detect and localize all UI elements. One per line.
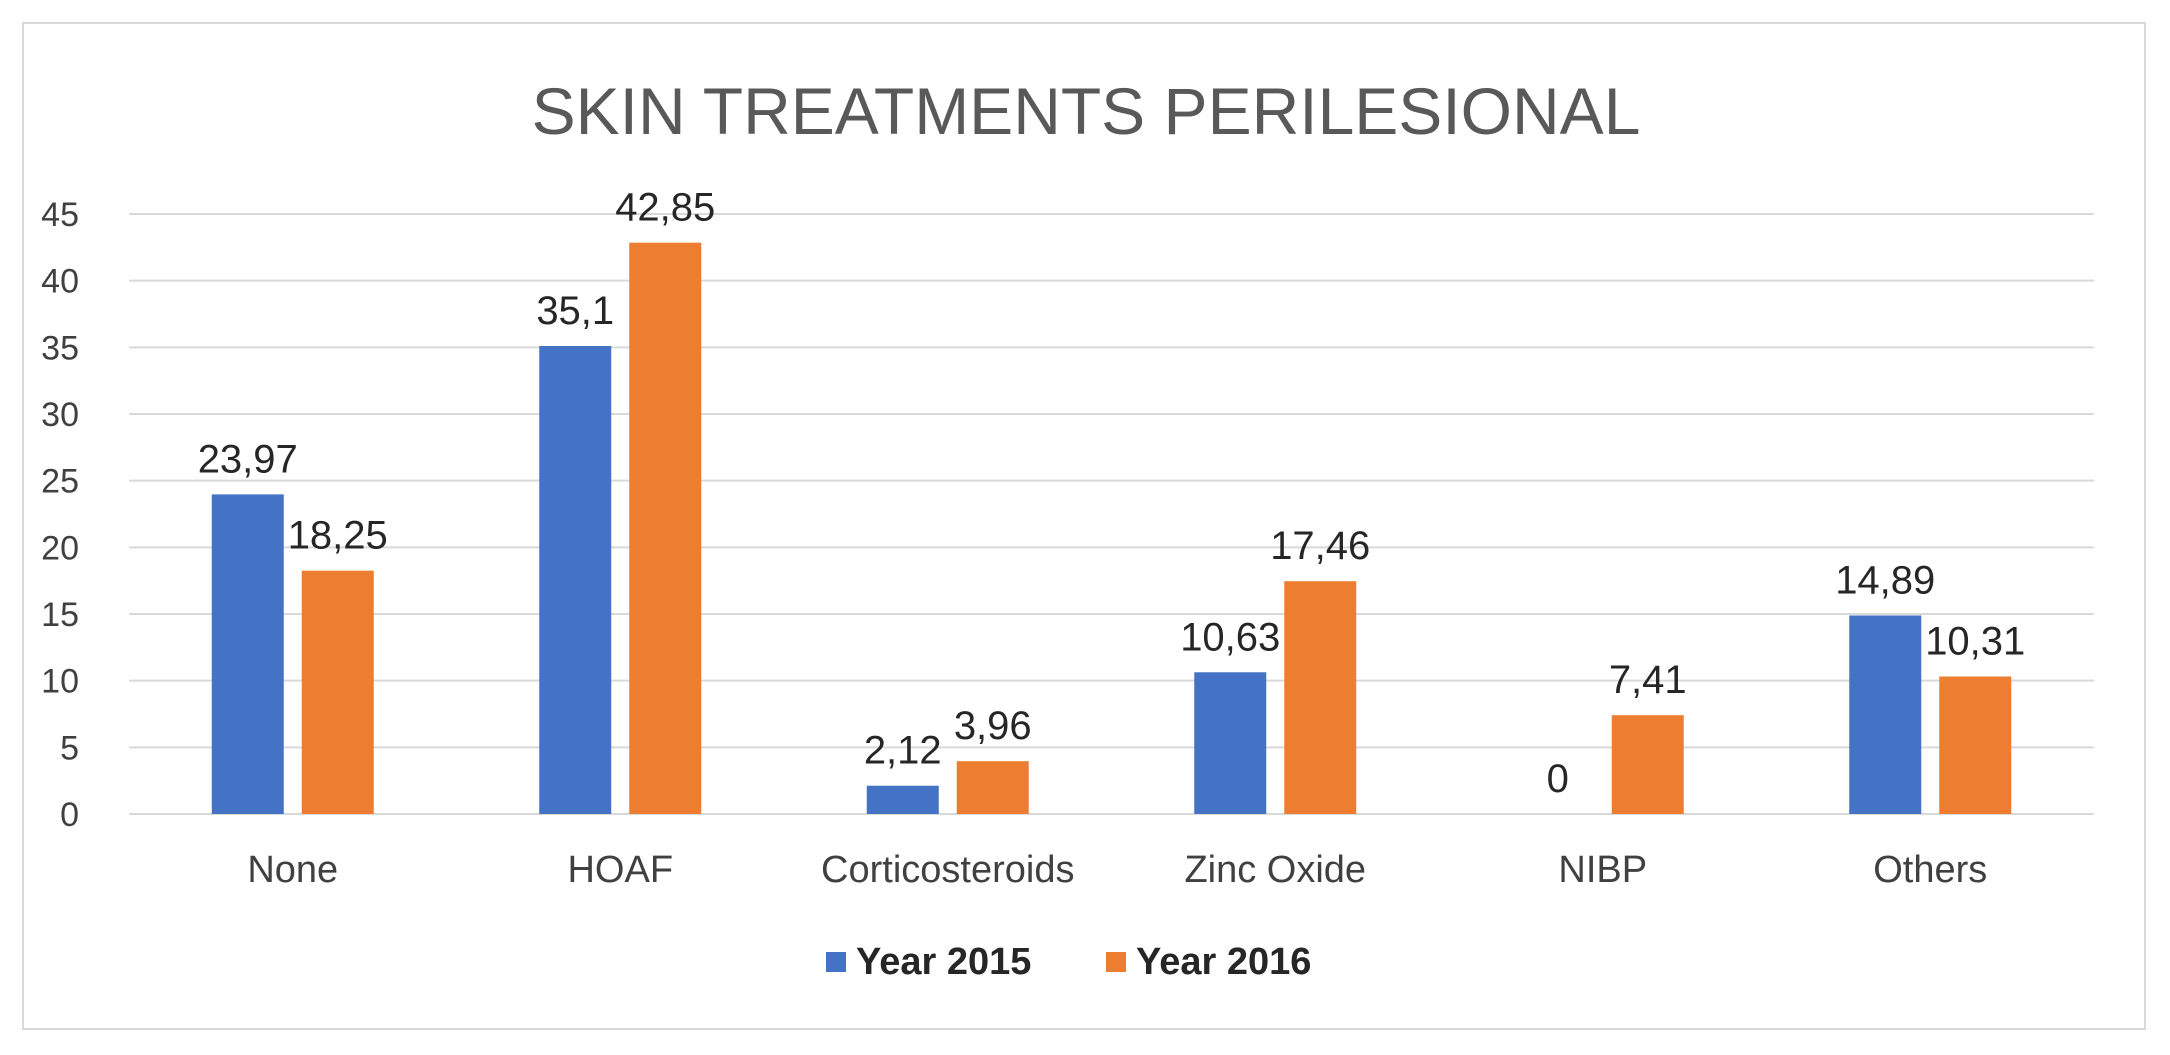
bar-year-2016-nibp bbox=[1611, 715, 1684, 814]
legend-label: Year 2016 bbox=[1136, 941, 1311, 983]
legend: Year 2015 Year 2016 bbox=[826, 941, 1311, 983]
bar-year-2016-zinc-oxide bbox=[1284, 581, 1357, 814]
bar-year-2016-none bbox=[301, 570, 374, 814]
bars bbox=[211, 242, 2012, 814]
y-tick-label: 5 bbox=[60, 729, 79, 767]
data-label: 7,41 bbox=[1609, 658, 1687, 702]
data-label: 2,12 bbox=[864, 729, 942, 773]
y-tick-label: 20 bbox=[41, 529, 79, 567]
data-label: 17,46 bbox=[1270, 524, 1370, 568]
data-label: 23,97 bbox=[198, 437, 298, 481]
data-label: 18,25 bbox=[288, 514, 388, 558]
bar-chart: SKIN TREATMENTS PERILESIONAL 0 5 10 15 20 25 3… bbox=[41, 74, 2094, 983]
category-label: NIBP bbox=[1558, 849, 1647, 891]
bar-year-2015-hoaf bbox=[539, 346, 612, 814]
y-tick-label: 0 bbox=[60, 796, 79, 834]
category-label: Others bbox=[1873, 849, 1987, 891]
y-tick-label: 35 bbox=[41, 329, 79, 367]
data-label: 3,96 bbox=[954, 704, 1032, 748]
category-label: Corticosteroids bbox=[821, 849, 1074, 891]
data-labels: 23,97 18,25 35,1 42,85 2,12 3,96 10,63 17,46 0 7,… bbox=[198, 186, 2026, 801]
legend-swatch-year-2016 bbox=[1106, 952, 1126, 972]
chart-title: SKIN TREATMENTS PERILESIONAL bbox=[532, 74, 1641, 148]
y-tick-label: 25 bbox=[41, 463, 79, 501]
bar-year-2015-others bbox=[1849, 615, 1922, 814]
y-tick-label: 10 bbox=[41, 663, 79, 701]
data-label: 0 bbox=[1547, 757, 1569, 801]
grid-layer bbox=[129, 213, 2094, 815]
y-tick-label: 15 bbox=[41, 596, 79, 634]
category-label: HOAF bbox=[567, 849, 673, 891]
y-tick-label: 45 bbox=[41, 196, 79, 234]
chart-frame: SKIN TREATMENTS PERILESIONAL 0 5 10 15 20 25 3… bbox=[22, 22, 2146, 1030]
category-label: Zinc Oxide bbox=[1184, 849, 1366, 891]
data-label: 10,31 bbox=[1925, 620, 2025, 664]
data-label: 35,1 bbox=[536, 289, 614, 333]
category-label: None bbox=[247, 849, 338, 891]
legend-swatch-year-2015 bbox=[826, 952, 846, 972]
y-tick-label: 30 bbox=[41, 396, 79, 434]
legend-label: Year 2015 bbox=[856, 941, 1031, 983]
x-axis-categories: None HOAF Corticosteroids Zinc Oxide NIBP Oth… bbox=[247, 849, 1987, 891]
bar-year-2015-none bbox=[211, 494, 284, 814]
bar-year-2015-zinc-oxide bbox=[1194, 672, 1267, 814]
bar-year-2016-hoaf bbox=[629, 242, 702, 814]
data-label: 42,85 bbox=[615, 186, 715, 230]
data-label: 14,89 bbox=[1835, 558, 1935, 602]
bar-year-2016-corticosteroids bbox=[956, 761, 1029, 814]
y-tick-label: 40 bbox=[41, 263, 79, 301]
bar-year-2015-corticosteroids bbox=[866, 785, 939, 814]
y-axis-ticks: 0 5 10 15 20 25 30 35 40 45 bbox=[41, 196, 79, 834]
bar-year-2016-others bbox=[1939, 676, 2012, 814]
data-label: 10,63 bbox=[1180, 615, 1280, 659]
